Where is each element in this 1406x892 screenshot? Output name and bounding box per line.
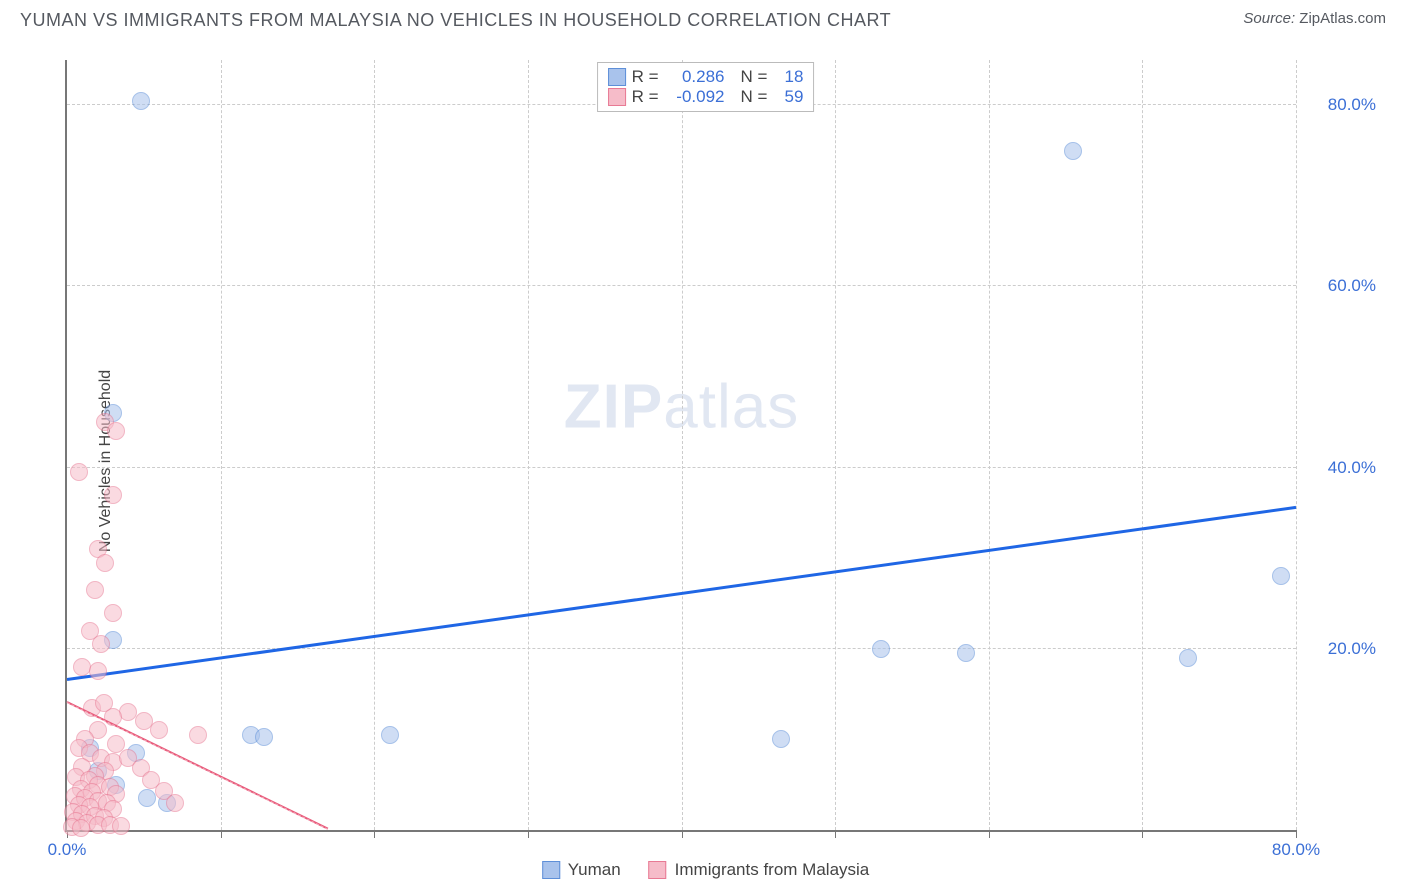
data-point [104, 486, 122, 504]
legend-series-label: Yuman [568, 860, 621, 880]
chart-container: No Vehicles in Household ZIPatlas 20.0%4… [20, 40, 1391, 882]
data-point [112, 817, 130, 835]
vgridline [682, 60, 683, 830]
x-tick [374, 830, 375, 838]
correlation-legend: R = 0.286 N = 18 R = -0.092 N = 59 [597, 62, 815, 112]
x-tick [528, 830, 529, 838]
data-point [381, 726, 399, 744]
data-point [119, 703, 137, 721]
n-label: N = [741, 67, 768, 87]
x-tick [1142, 830, 1143, 838]
x-tick-label: 80.0% [1272, 840, 1320, 860]
vgridline [374, 60, 375, 830]
data-point [150, 721, 168, 739]
data-point [107, 422, 125, 440]
vgridline [1296, 60, 1297, 830]
y-tick-label: 20.0% [1306, 639, 1376, 659]
data-point [104, 604, 122, 622]
data-point [72, 819, 90, 837]
data-point [957, 644, 975, 662]
vgridline [221, 60, 222, 830]
data-point [872, 640, 890, 658]
vgridline [528, 60, 529, 830]
data-point [132, 92, 150, 110]
data-point [772, 730, 790, 748]
x-tick [835, 830, 836, 838]
source-value: ZipAtlas.com [1299, 10, 1386, 27]
data-point [92, 635, 110, 653]
chart-title: YUMAN VS IMMIGRANTS FROM MALAYSIA NO VEH… [20, 10, 891, 31]
n-value: 59 [777, 87, 803, 107]
data-point [1272, 567, 1290, 585]
n-label: N = [741, 87, 768, 107]
data-point [189, 726, 207, 744]
data-point [255, 728, 273, 746]
legend-swatch [608, 68, 626, 86]
vgridline [1142, 60, 1143, 830]
legend-swatch [542, 861, 560, 879]
plot-area: ZIPatlas 20.0%40.0%60.0%80.0%0.0%80.0% [65, 60, 1296, 832]
x-tick-label: 0.0% [48, 840, 87, 860]
data-point [86, 581, 104, 599]
r-value: 0.286 [665, 67, 725, 87]
legend-series-item: Immigrants from Malaysia [649, 860, 870, 880]
legend-correlation-row: R = 0.286 N = 18 [608, 67, 804, 87]
legend-series-item: Yuman [542, 860, 621, 880]
data-point [70, 463, 88, 481]
data-point [95, 694, 113, 712]
data-point [96, 554, 114, 572]
x-tick [989, 830, 990, 838]
n-value: 18 [777, 67, 803, 87]
y-tick-label: 80.0% [1306, 95, 1376, 115]
data-point [138, 789, 156, 807]
vgridline [989, 60, 990, 830]
r-label: R = [632, 87, 659, 107]
vgridline [835, 60, 836, 830]
data-point [1064, 142, 1082, 160]
r-value: -0.092 [665, 87, 725, 107]
watermark-bold: ZIP [564, 372, 663, 441]
legend-swatch [649, 861, 667, 879]
data-point [89, 662, 107, 680]
legend-correlation-row: R = -0.092 N = 59 [608, 87, 804, 107]
data-point [166, 794, 184, 812]
x-tick [1296, 830, 1297, 838]
legend-series-label: Immigrants from Malaysia [675, 860, 870, 880]
x-tick [221, 830, 222, 838]
y-tick-label: 40.0% [1306, 458, 1376, 478]
x-tick [682, 830, 683, 838]
y-tick-label: 60.0% [1306, 276, 1376, 296]
watermark-rest: atlas [663, 372, 799, 441]
series-legend: Yuman Immigrants from Malaysia [542, 860, 870, 880]
r-label: R = [632, 67, 659, 87]
source-attribution: Source: ZipAtlas.com [1243, 10, 1386, 27]
data-point [1179, 649, 1197, 667]
source-label: Source: [1243, 10, 1295, 27]
legend-swatch [608, 88, 626, 106]
